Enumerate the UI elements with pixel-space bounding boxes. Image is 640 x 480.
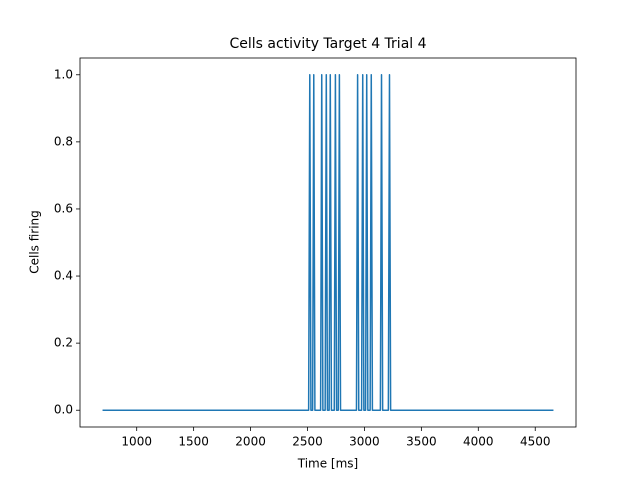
x-tick-label: 3000 — [349, 435, 380, 449]
y-tick-label: 0.2 — [54, 336, 73, 350]
x-tick-label: 4500 — [520, 435, 551, 449]
plot-frame — [79, 57, 577, 428]
x-tick-label: 3500 — [406, 435, 437, 449]
x-tick-label: 2000 — [235, 435, 266, 449]
y-tick-label: 0.8 — [54, 134, 73, 148]
y-tick-label: 0.0 — [54, 403, 73, 417]
y-tick-label: 0.4 — [54, 269, 73, 283]
x-tick-label: 4000 — [463, 435, 494, 449]
x-tick-label: 2500 — [292, 435, 323, 449]
x-axis-label: Time [ms] — [297, 457, 359, 471]
chart-title: Cells activity Target 4 Trial 4 — [229, 36, 426, 52]
x-tick-label: 1500 — [178, 435, 209, 449]
y-axis-label: Cells firing — [28, 210, 42, 274]
data-line — [102, 74, 554, 411]
y-tick-label: 1.0 — [54, 67, 73, 81]
x-tick-label: 1000 — [121, 435, 152, 449]
y-tick-label: 0.6 — [54, 201, 73, 215]
